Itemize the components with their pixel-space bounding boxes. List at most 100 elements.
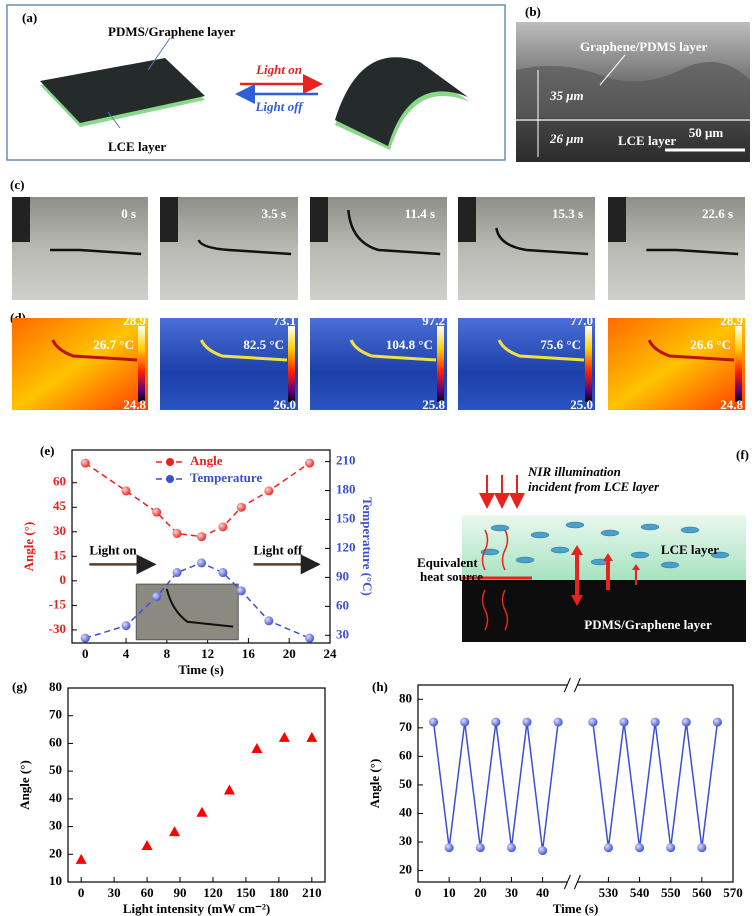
film xyxy=(50,248,142,256)
point-highlight xyxy=(264,616,274,626)
x-tick-label: 0 xyxy=(82,646,89,661)
panel-label: (e) xyxy=(40,443,54,458)
panel-label: (f) xyxy=(736,447,749,462)
data-point xyxy=(196,806,208,817)
point-highlight xyxy=(538,846,548,856)
temperature-label: 26.7 °C xyxy=(93,337,134,352)
color-bar xyxy=(735,326,742,402)
annotation: Light off xyxy=(254,542,303,557)
point-highlight xyxy=(121,486,131,496)
x-tick-label: 40 xyxy=(536,885,549,900)
point-highlight xyxy=(712,717,722,727)
light-on-label: Light on xyxy=(255,62,302,77)
layer-label: LCE layer xyxy=(618,133,676,148)
scale-min: 25.0 xyxy=(570,397,593,412)
scale-bar-label: 50 μm xyxy=(689,125,724,140)
photo xyxy=(458,197,595,300)
heat-label: Equivalent xyxy=(417,555,478,570)
x-tick-label: 570 xyxy=(723,885,743,900)
color-bar xyxy=(585,326,592,402)
panel-a: (a) PDMS/Graphene layer LCE layer Light … xyxy=(6,4,506,161)
point-highlight xyxy=(553,717,563,727)
panel-label: (c) xyxy=(10,177,24,192)
point-highlight xyxy=(152,592,162,602)
annotation: Light on xyxy=(89,542,137,557)
pdms-layer xyxy=(462,580,746,642)
point-highlight xyxy=(697,843,707,853)
strain-arrows xyxy=(571,545,640,606)
panel-label: (h) xyxy=(372,679,388,694)
x-tick-label: 16 xyxy=(242,646,256,661)
data-point xyxy=(141,839,153,850)
y-tick-label: 20 xyxy=(49,845,62,860)
thickness-label: 26 μm xyxy=(549,131,584,146)
point-highlight xyxy=(305,458,315,468)
x-tick-label: 90 xyxy=(174,885,187,900)
thermal-image xyxy=(608,318,745,410)
lce-label: LCE layer xyxy=(661,542,719,557)
y2-axis-title: Temperature (°C) xyxy=(360,497,375,596)
point-highlight xyxy=(152,507,162,517)
data-point xyxy=(169,826,181,837)
temperature-label: 26.6 °C xyxy=(690,337,731,352)
y-tick-label: 60 xyxy=(53,474,66,489)
scale-max: 73.1 xyxy=(273,313,296,328)
photo-shadow xyxy=(608,197,626,242)
color-bar xyxy=(437,326,444,402)
point-highlight xyxy=(305,633,315,643)
color-bar xyxy=(138,326,145,402)
x-tick-label: 120 xyxy=(203,885,223,900)
data-point xyxy=(278,731,290,742)
point-highlight xyxy=(218,568,228,578)
point-highlight xyxy=(522,717,532,727)
x-axis-title: Light intensity (mW cm⁻²) xyxy=(123,901,270,916)
color-bar xyxy=(288,326,295,402)
x-tick-label: 8 xyxy=(164,646,171,661)
x-tick-label: 540 xyxy=(630,885,650,900)
data-point xyxy=(75,853,87,864)
x-tick-label: 550 xyxy=(661,885,681,900)
x-tick-label: 530 xyxy=(599,885,619,900)
time-label: 11.4 s xyxy=(405,206,435,221)
film xyxy=(646,248,739,256)
film xyxy=(495,227,589,256)
photo xyxy=(12,197,148,300)
photo xyxy=(310,197,447,300)
point-highlight xyxy=(650,717,660,727)
pointer xyxy=(599,54,626,86)
data-point xyxy=(251,742,263,753)
scale-max: 28.9 xyxy=(720,313,743,328)
y-tick-label: -30 xyxy=(49,621,66,636)
illumination-label: incident from LCE layer xyxy=(528,479,660,494)
y-tick-label: 20 xyxy=(399,862,412,877)
temperature-label: 104.8 °C xyxy=(386,337,433,352)
y-tick-label: 30 xyxy=(399,833,412,848)
x-tick-label: 210 xyxy=(302,885,322,900)
y-axis-title: Angle (°) xyxy=(21,522,36,572)
scale-min: 25.8 xyxy=(422,397,445,412)
y-tick-label: 70 xyxy=(399,719,412,734)
scale-max: 28.9 xyxy=(123,313,146,328)
light-off-label: Light off xyxy=(254,99,304,114)
y-tick-label: 80 xyxy=(399,690,412,705)
film xyxy=(51,339,138,362)
y-tick-label: 15 xyxy=(53,547,67,562)
x-tick-label: 20 xyxy=(474,885,487,900)
y-tick-label: 60 xyxy=(399,747,412,762)
y-tick-label: 0 xyxy=(60,572,67,587)
film xyxy=(349,339,437,362)
time-label: 0 s xyxy=(121,206,136,221)
point-highlight xyxy=(460,717,470,727)
y-tick-label: 40 xyxy=(399,804,412,819)
y-axis-title: Angle (°) xyxy=(367,759,382,809)
x-tick-label: 180 xyxy=(269,885,289,900)
point-highlight xyxy=(681,717,691,727)
point-highlight xyxy=(236,586,246,596)
x-tick-label: 24 xyxy=(324,646,338,661)
y2-tick-label: 30 xyxy=(336,626,349,641)
data-point xyxy=(223,784,235,795)
point-highlight xyxy=(666,843,676,853)
pdms-label: PDMS/Graphene layer xyxy=(584,617,712,632)
film xyxy=(497,339,585,362)
y-tick-label: 80 xyxy=(49,679,62,694)
